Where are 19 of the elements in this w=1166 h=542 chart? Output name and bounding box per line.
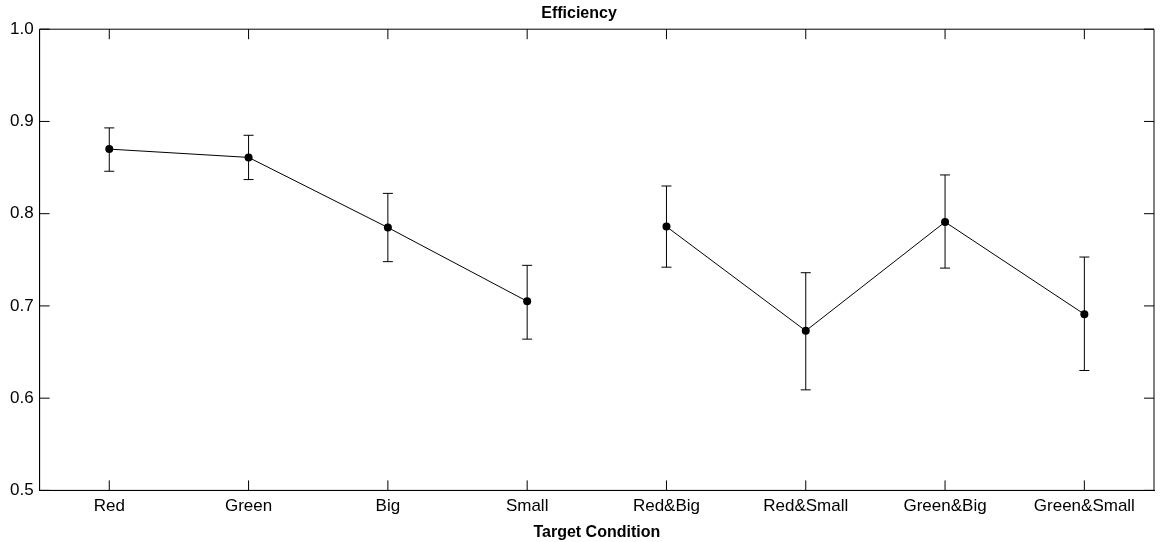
x-tick-label: Big: [375, 496, 401, 516]
x-tick-label: Small: [505, 496, 549, 516]
x-axis-title: Target Condition: [533, 522, 661, 540]
x-tick-label: Green&Big: [903, 496, 987, 516]
x-tick-label: Green&Small: [1033, 496, 1135, 516]
point: [801, 326, 810, 335]
y-tick-label: 0.6: [9, 387, 34, 407]
point: [105, 145, 114, 154]
x-tick-label: Red&Small: [763, 496, 849, 516]
x-tick-label: Red: [93, 496, 125, 516]
chart-title: Efficiency: [541, 4, 617, 22]
y-tick-label: 0.8: [9, 203, 34, 223]
y-tick-label: 0.5: [9, 480, 34, 500]
x-tick-label: Green: [224, 496, 273, 516]
y-tick-label: 1.0: [9, 18, 34, 38]
point: [523, 297, 532, 306]
y-tick-label: 0.9: [9, 111, 34, 131]
y-tick-label: 0.7: [9, 295, 34, 315]
x-tick-label: Red&Big: [632, 496, 701, 516]
